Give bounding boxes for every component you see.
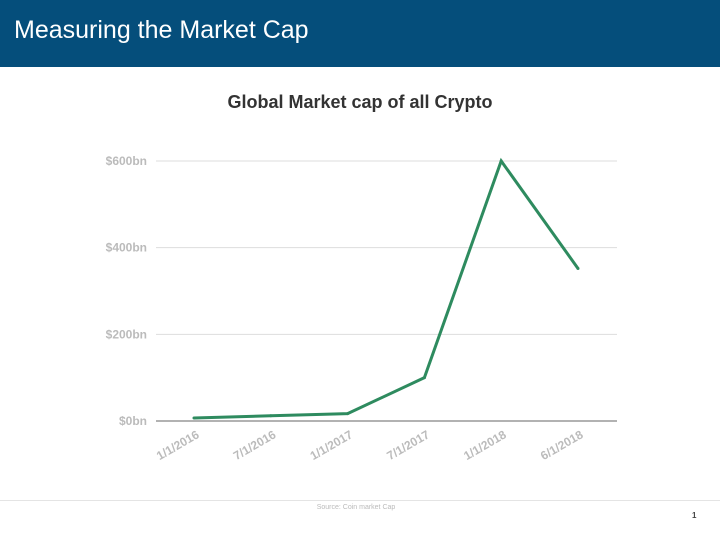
x-tick-label: 6/1/2018 <box>538 427 586 463</box>
x-tick-label: 1/1/2016 <box>154 427 202 463</box>
y-tick-label: $200bn <box>106 327 147 341</box>
data-point <box>192 416 196 420</box>
footer-divider <box>0 500 720 501</box>
slide-title: Measuring the Market Cap <box>14 16 309 44</box>
y-tick-label: $600bn <box>106 154 147 168</box>
x-tick-label: 7/1/2017 <box>384 427 432 463</box>
y-tick-label: $0bn <box>119 414 147 428</box>
data-point <box>422 376 426 380</box>
series-line <box>193 157 580 420</box>
data-point <box>576 266 580 270</box>
data-point <box>269 414 273 418</box>
y-tick-label: $400bn <box>106 241 147 255</box>
slide-header: Measuring the Market Cap <box>0 0 720 67</box>
x-tick-label: 1/1/2018 <box>461 427 509 463</box>
line-chart: $0bn $200bn $400bn $600bn 1/1/2016 7/1/2016 1/… <box>106 154 617 463</box>
x-tick-label: 7/1/2016 <box>231 427 279 463</box>
x-tick-label: 1/1/2017 <box>308 427 356 463</box>
page-number: 1 <box>692 511 697 520</box>
data-point <box>499 159 503 163</box>
data-point <box>346 412 350 416</box>
chart-title: Global Market cap of all Crypto <box>227 92 493 112</box>
source-note: Source: Coin market Cap <box>316 504 396 511</box>
